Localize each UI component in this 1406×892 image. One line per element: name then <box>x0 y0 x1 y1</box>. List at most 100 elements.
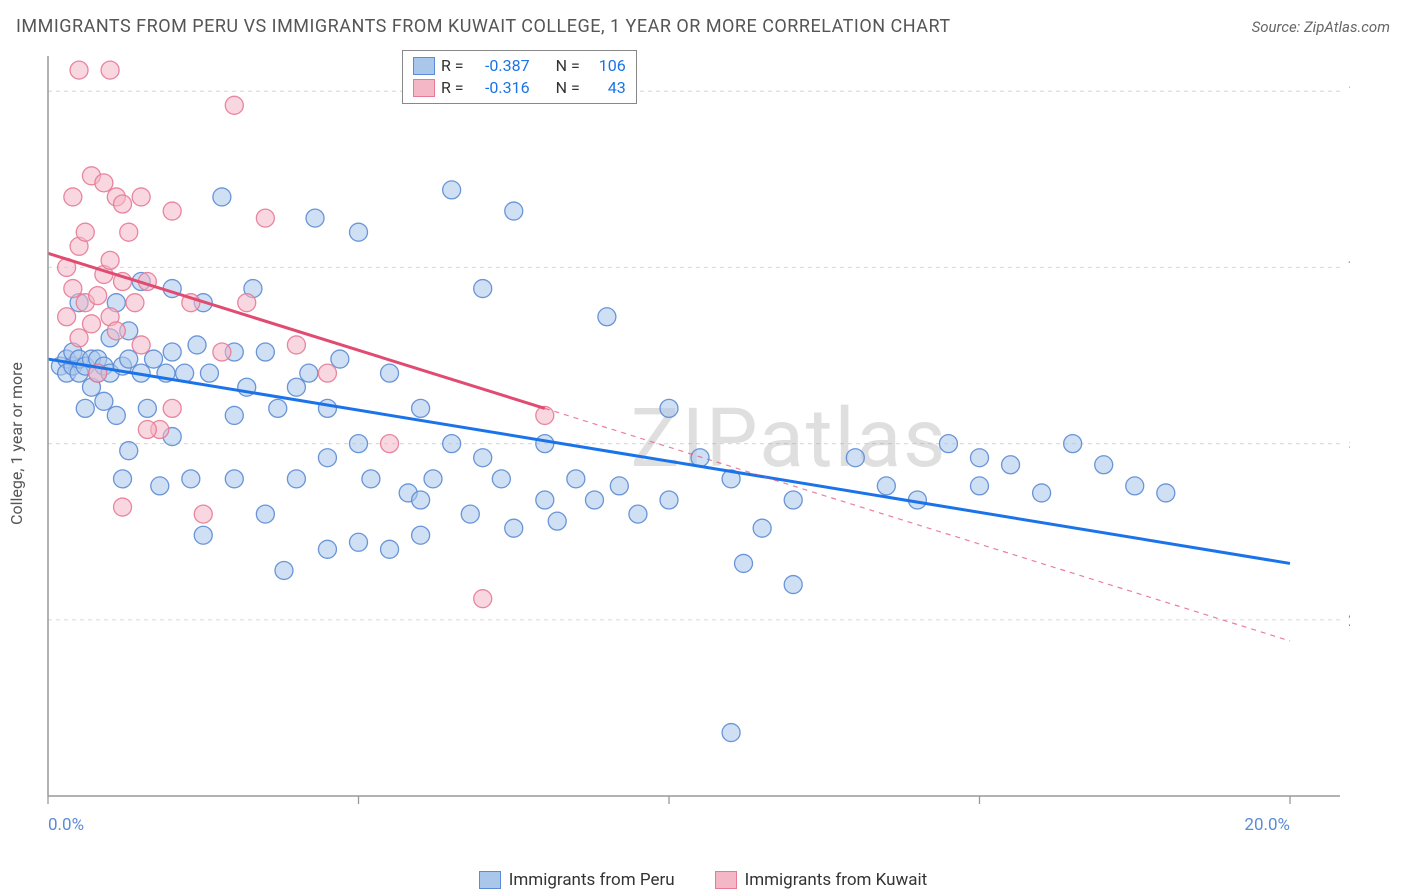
scatter-point <box>585 491 603 509</box>
y-tick-label: 50.0% <box>1348 435 1350 455</box>
scatter-point <box>350 223 368 241</box>
scatter-point <box>132 188 150 206</box>
scatter-point <box>381 364 399 382</box>
series-legend-label: Immigrants from Kuwait <box>745 870 928 890</box>
correlation-legend-row: R =-0.316N = 43 <box>413 77 626 99</box>
series-legend-item: Immigrants from Peru <box>479 870 675 890</box>
scatter-point <box>784 491 802 509</box>
scatter-point <box>58 308 76 326</box>
scatter-point <box>443 435 461 453</box>
scatter-point <box>107 406 125 424</box>
scatter-point <box>443 181 461 199</box>
scatter-point <box>362 470 380 488</box>
scatter-point <box>971 477 989 495</box>
source-label: Source: ZipAtlas.com <box>1252 18 1390 36</box>
scatter-chart-svg: 25.0%50.0%75.0%100.0%ZIPatlas0.0%20.0%R … <box>40 48 1350 838</box>
legend-swatch <box>479 871 501 889</box>
scatter-point <box>350 435 368 453</box>
scatter-point <box>145 350 163 368</box>
legend-swatch <box>413 79 435 97</box>
scatter-point <box>735 554 753 572</box>
scatter-point <box>474 280 492 298</box>
scatter-point <box>424 470 442 488</box>
plot-area: 25.0%50.0%75.0%100.0%ZIPatlas0.0%20.0%R … <box>40 48 1350 838</box>
bottom-legend: Immigrants from Peru Immigrants from Kuwa… <box>0 870 1406 890</box>
scatter-point <box>381 435 399 453</box>
scatter-point <box>287 336 305 354</box>
correlation-legend-row: R =-0.387N =106 <box>413 55 626 77</box>
legend-swatch <box>715 871 737 889</box>
scatter-point <box>722 724 740 742</box>
scatter-point <box>660 399 678 417</box>
scatter-point <box>318 449 336 467</box>
scatter-point <box>1157 484 1175 502</box>
scatter-point <box>318 364 336 382</box>
scatter-point <box>114 195 132 213</box>
series-legend-item: Immigrants from Kuwait <box>715 870 928 890</box>
scatter-point <box>163 399 181 417</box>
scatter-point <box>567 470 585 488</box>
scatter-point <box>70 61 88 79</box>
scatter-point <box>101 61 119 79</box>
scatter-point <box>492 470 510 488</box>
y-axis-label-container: College, 1 year or more <box>6 48 26 838</box>
scatter-point <box>1033 484 1051 502</box>
scatter-point <box>784 576 802 594</box>
scatter-point <box>188 336 206 354</box>
scatter-point <box>182 470 200 488</box>
r-value: -0.387 <box>470 55 530 77</box>
scatter-point <box>76 223 94 241</box>
scatter-point <box>1002 456 1020 474</box>
scatter-point <box>971 449 989 467</box>
scatter-point <box>70 329 88 347</box>
scatter-point <box>194 505 212 523</box>
scatter-point <box>95 174 113 192</box>
scatter-point <box>548 512 566 530</box>
scatter-point <box>306 209 324 227</box>
scatter-point <box>629 505 647 523</box>
scatter-point <box>76 399 94 417</box>
x-tick-label: 20.0% <box>1244 815 1290 835</box>
scatter-point <box>126 294 144 312</box>
scatter-point <box>331 350 349 368</box>
scatter-point <box>287 378 305 396</box>
scatter-point <box>225 470 243 488</box>
scatter-point <box>269 399 287 417</box>
scatter-point <box>82 315 100 333</box>
scatter-point <box>660 491 678 509</box>
scatter-point <box>107 322 125 340</box>
scatter-point <box>536 406 554 424</box>
scatter-point <box>89 287 107 305</box>
scatter-point <box>598 308 616 326</box>
scatter-point <box>610 477 628 495</box>
scatter-point <box>505 202 523 220</box>
n-value: 43 <box>586 77 626 99</box>
scatter-point <box>461 505 479 523</box>
scatter-point <box>412 491 430 509</box>
n-value: 106 <box>586 55 626 77</box>
scatter-point <box>238 294 256 312</box>
scatter-point <box>287 470 305 488</box>
scatter-point <box>877 477 895 495</box>
scatter-point <box>275 561 293 579</box>
scatter-point <box>213 188 231 206</box>
scatter-point <box>225 96 243 114</box>
r-label: R = <box>441 55 464 77</box>
y-tick-label: 100.0% <box>1348 82 1350 102</box>
scatter-point <box>120 442 138 460</box>
scatter-point <box>256 343 274 361</box>
scatter-point <box>505 519 523 537</box>
scatter-point <box>318 540 336 558</box>
scatter-point <box>194 526 212 544</box>
scatter-point <box>256 505 274 523</box>
scatter-point <box>1095 456 1113 474</box>
scatter-point <box>939 435 957 453</box>
title-bar: IMMIGRANTS FROM PERU VS IMMIGRANTS FROM … <box>16 16 1390 37</box>
r-label: R = <box>441 77 464 99</box>
scatter-point <box>225 406 243 424</box>
scatter-point <box>138 399 156 417</box>
scatter-point <box>163 343 181 361</box>
scatter-point <box>64 188 82 206</box>
scatter-point <box>300 364 318 382</box>
scatter-point <box>114 498 132 516</box>
